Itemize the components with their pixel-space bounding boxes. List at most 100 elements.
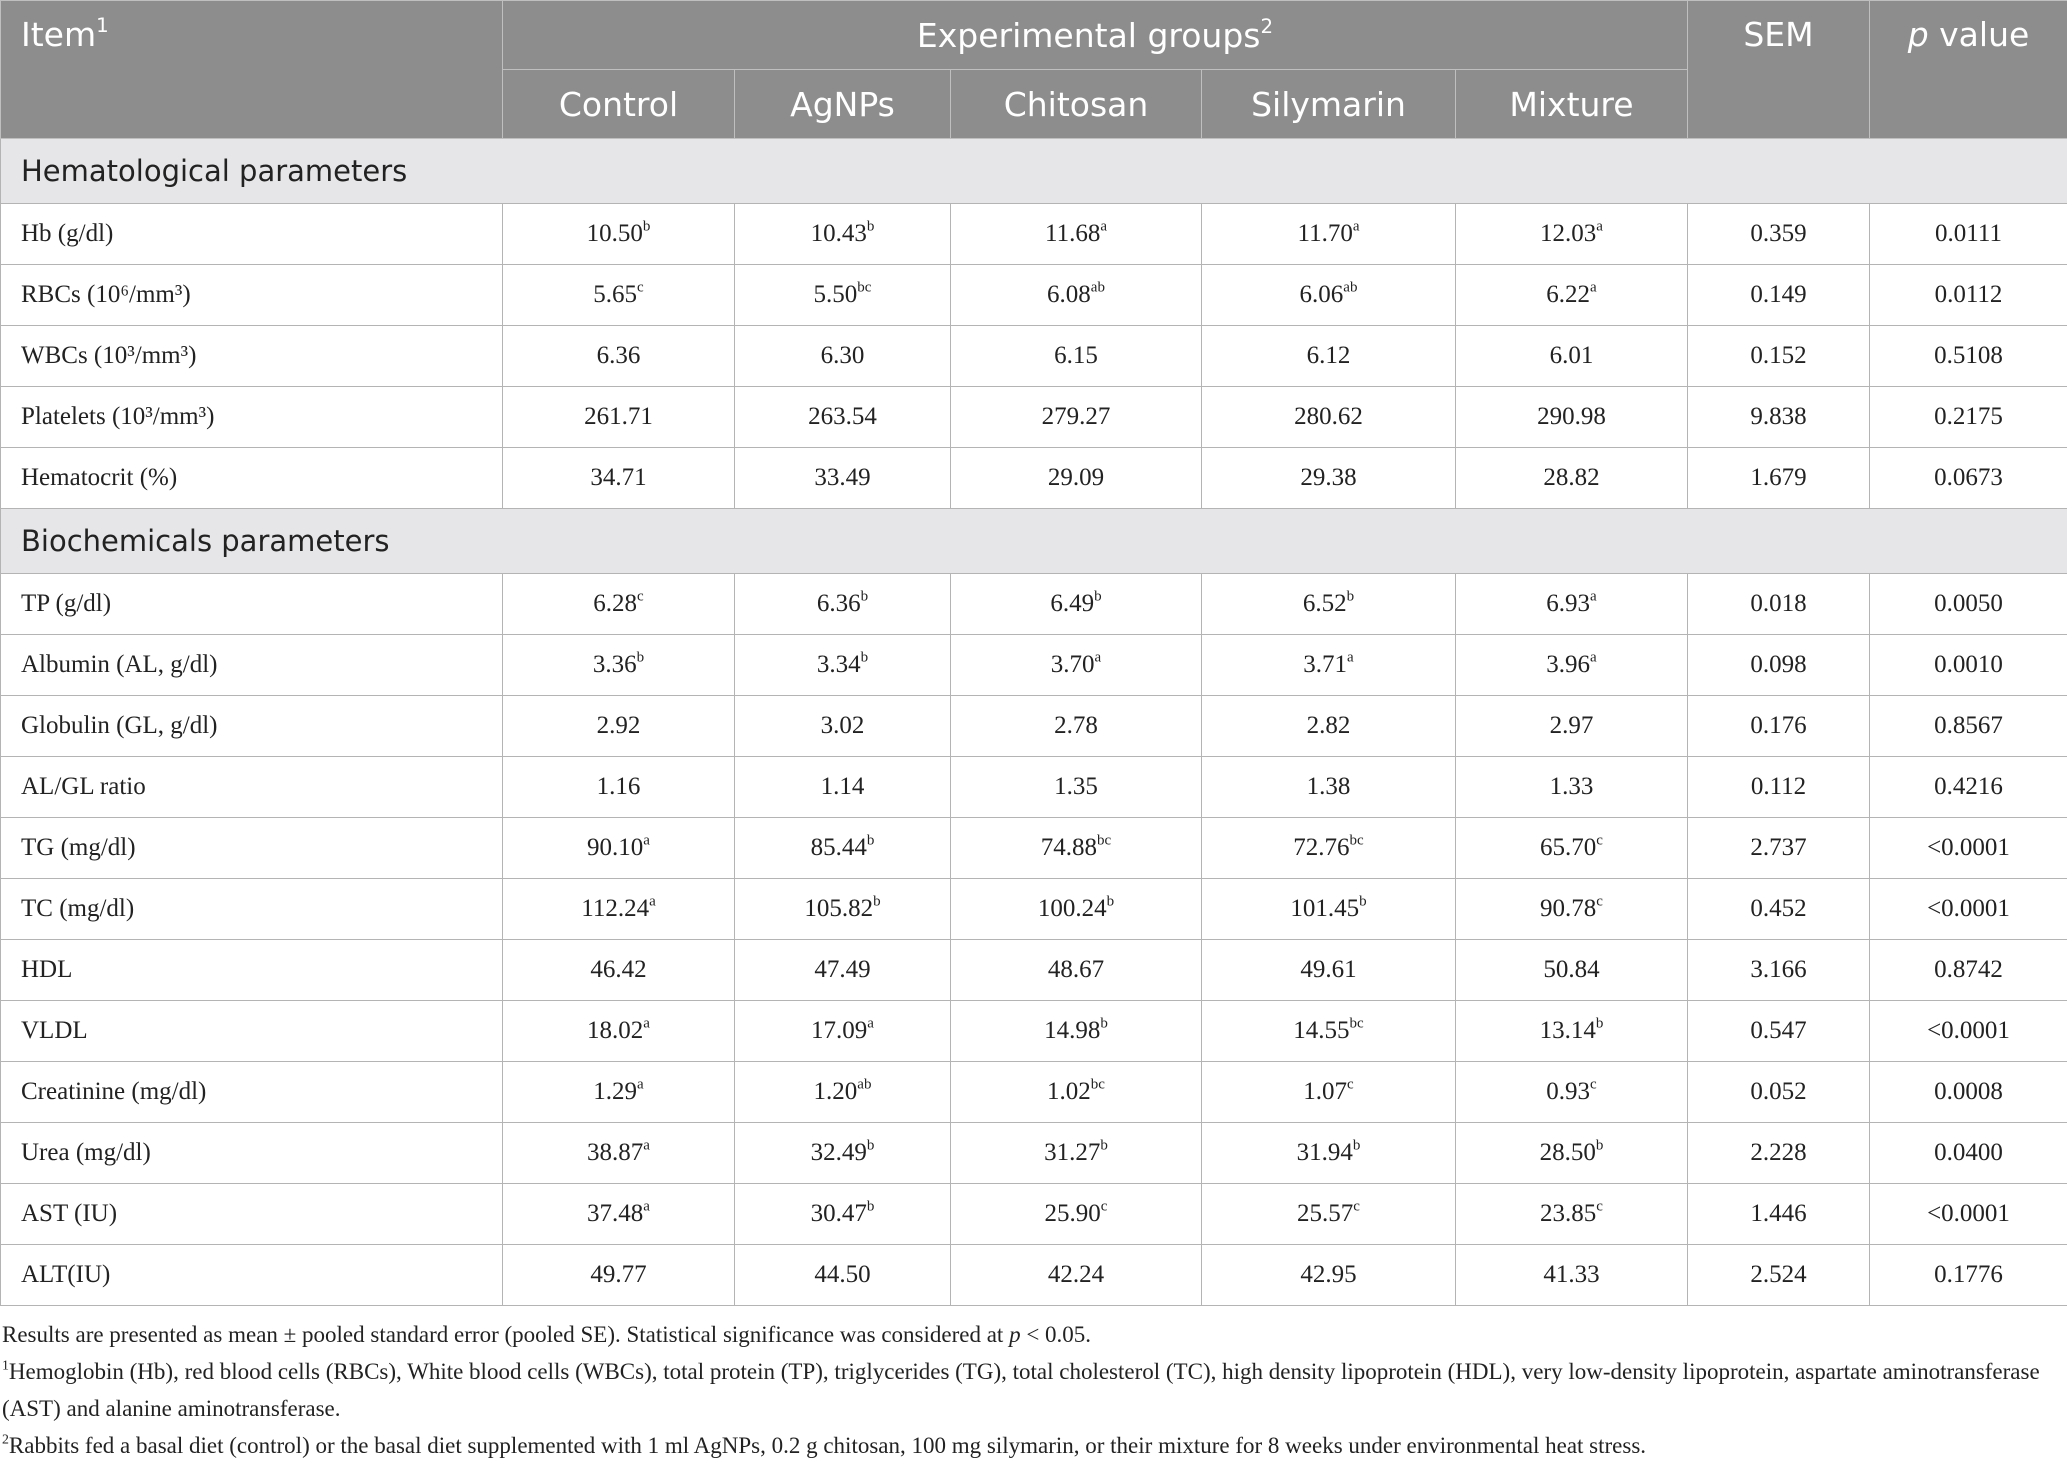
- value-cell: 5.65c: [502, 264, 735, 326]
- data-row: HDL 46.42 47.49 48.67 49.61 50.84 3.166 0.8742: [0, 939, 2067, 1001]
- p-cell: <0.0001: [1869, 817, 2067, 879]
- row-label: Hematocrit (%): [0, 447, 503, 509]
- value: 261.71: [584, 403, 653, 430]
- value-cell: 2.82: [1201, 695, 1456, 757]
- table-header: Item1 Experimental groups2 SEM p value Contr…: [0, 0, 2067, 139]
- value-cell: 290.98: [1455, 386, 1688, 448]
- value: 1.33: [1549, 773, 1594, 800]
- superscript: c: [637, 588, 644, 605]
- header-cell: p value: [1869, 0, 2067, 139]
- header-cell: SEM: [1687, 0, 1870, 139]
- superscript: bc: [1349, 1015, 1364, 1032]
- superscript: b: [866, 218, 875, 235]
- value-cell: 6.22a: [1455, 264, 1688, 326]
- sem-cell: 0.547: [1687, 1000, 1870, 1062]
- data-row: WBCs (10³/mm³) 6.36 6.30 6.15 6.12 6.01 0.152 0…: [0, 325, 2067, 387]
- p-cell: <0.0001: [1869, 878, 2067, 940]
- value: 65.70: [1540, 834, 1597, 861]
- value: 5.65: [593, 281, 638, 308]
- value: 0.93: [1546, 1078, 1591, 1105]
- value: 1.38: [1306, 773, 1351, 800]
- superscript: b: [860, 588, 869, 605]
- superscript: b: [1094, 588, 1102, 605]
- superscript: a: [1094, 649, 1102, 666]
- value-cell: 6.28c: [502, 573, 735, 635]
- value: 112.24: [581, 895, 650, 922]
- data-row: AL/GL ratio 1.16 1.14 1.35 1.38 1.33 0.112 0.42…: [0, 756, 2067, 818]
- data-row: Urea (mg/dl) 38.87a 32.49b 31.27b 31.94b 28.5…: [0, 1122, 2067, 1184]
- header-italic: p: [1907, 15, 1929, 54]
- footnote: 2Rabbits fed a basal diet (control) or t…: [2, 1427, 2047, 1464]
- value-cell: 1.16: [502, 756, 735, 818]
- value: 23.85: [1540, 1200, 1597, 1227]
- value-cell: 101.45b: [1201, 878, 1456, 940]
- value: 1.35: [1054, 773, 1098, 800]
- sem-cell: 1.446: [1687, 1183, 1870, 1245]
- value-cell: 49.61: [1201, 939, 1456, 1001]
- value-cell: 105.82b: [734, 878, 951, 940]
- value-cell: 17.09a: [734, 1000, 951, 1062]
- value-cell: 34.71: [502, 447, 735, 509]
- value: 49.61: [1300, 956, 1357, 983]
- sem-cell: 0.052: [1687, 1061, 1870, 1123]
- value-cell: 29.38: [1201, 447, 1456, 509]
- value-cell: 11.70a: [1201, 203, 1456, 265]
- value: 49.77: [590, 1261, 647, 1288]
- row-label: RBCs (10⁶/mm³): [0, 264, 503, 326]
- p-cell: 0.4216: [1869, 756, 2067, 818]
- column-header: Mixture: [1455, 69, 1688, 139]
- value-cell: 3.70a: [950, 634, 1202, 696]
- value: 3.96: [1546, 651, 1591, 678]
- value: 6.15: [1054, 342, 1098, 369]
- value: 74.88: [1040, 834, 1098, 861]
- section-row: Hematological parameters: [0, 138, 2067, 204]
- data-row: Hematocrit (%) 34.71 33.49 29.09 29.38 28.82 1…: [0, 447, 2067, 509]
- superscript: ab: [1343, 279, 1358, 296]
- footnote: Results are presented as mean ± pooled s…: [2, 1316, 2047, 1353]
- data-row: VLDL 18.02a 17.09a 14.98b 14.55bc 13.14b 0.547…: [0, 1000, 2067, 1062]
- p-cell: 0.5108: [1869, 325, 2067, 387]
- value-cell: 1.02bc: [950, 1061, 1202, 1123]
- sem-cell: 0.152: [1687, 325, 1870, 387]
- row-label: AST (IU): [0, 1183, 503, 1245]
- section-title: Biochemicals parameters: [0, 508, 2067, 574]
- value: 10.43: [810, 220, 867, 247]
- p-cell: 0.0111: [1869, 203, 2067, 265]
- data-row: Platelets (10³/mm³) 261.71 263.54 279.27 280…: [0, 386, 2067, 448]
- footnote-italic: p: [1009, 1322, 1021, 1347]
- section-title: Hematological parameters: [0, 138, 2067, 204]
- value: 1.07: [1303, 1078, 1348, 1105]
- sem-cell: 2.228: [1687, 1122, 1870, 1184]
- superscript: b: [636, 649, 645, 666]
- sem-cell: 2.737: [1687, 817, 1870, 879]
- value: 25.90: [1044, 1200, 1101, 1227]
- footnote-text: Rabbits fed a basal diet (control) or th…: [8, 1433, 1647, 1458]
- p-cell: 0.0008: [1869, 1061, 2067, 1123]
- value: 2.92: [596, 712, 641, 739]
- row-label: TG (mg/dl): [0, 817, 503, 879]
- value: 6.01: [1549, 342, 1594, 369]
- value: 72.76: [1293, 834, 1350, 861]
- value: 1.14: [820, 773, 865, 800]
- superscript: 1: [96, 14, 109, 38]
- data-row: Albumin (AL, g/dl) 3.36b 3.34b 3.70a 3.71a 3.…: [0, 634, 2067, 696]
- header-text: Item: [21, 15, 97, 54]
- table-body: Hematological parameters Hb (g/dl) 10.50b 1…: [0, 138, 2067, 1306]
- value: 28.50: [1539, 1139, 1596, 1166]
- value-cell: 6.36: [502, 325, 735, 387]
- value-cell: 28.50b: [1455, 1122, 1688, 1184]
- superscript: c: [1590, 1076, 1597, 1093]
- p-cell: 0.0050: [1869, 573, 2067, 635]
- value: 3.02: [820, 712, 865, 739]
- value: 6.30: [820, 342, 865, 369]
- value-cell: 1.29a: [502, 1061, 735, 1123]
- value-cell: 112.24a: [502, 878, 735, 940]
- value: 5.50: [813, 281, 858, 308]
- value-cell: 90.10a: [502, 817, 735, 879]
- data-row: RBCs (10⁶/mm³) 5.65c 5.50bc 6.08ab 6.06ab 6.2…: [0, 264, 2067, 326]
- value: 6.12: [1306, 342, 1351, 369]
- superscript: 2: [2, 1431, 9, 1447]
- value: 6.36: [596, 342, 641, 369]
- value-cell: 6.06ab: [1201, 264, 1456, 326]
